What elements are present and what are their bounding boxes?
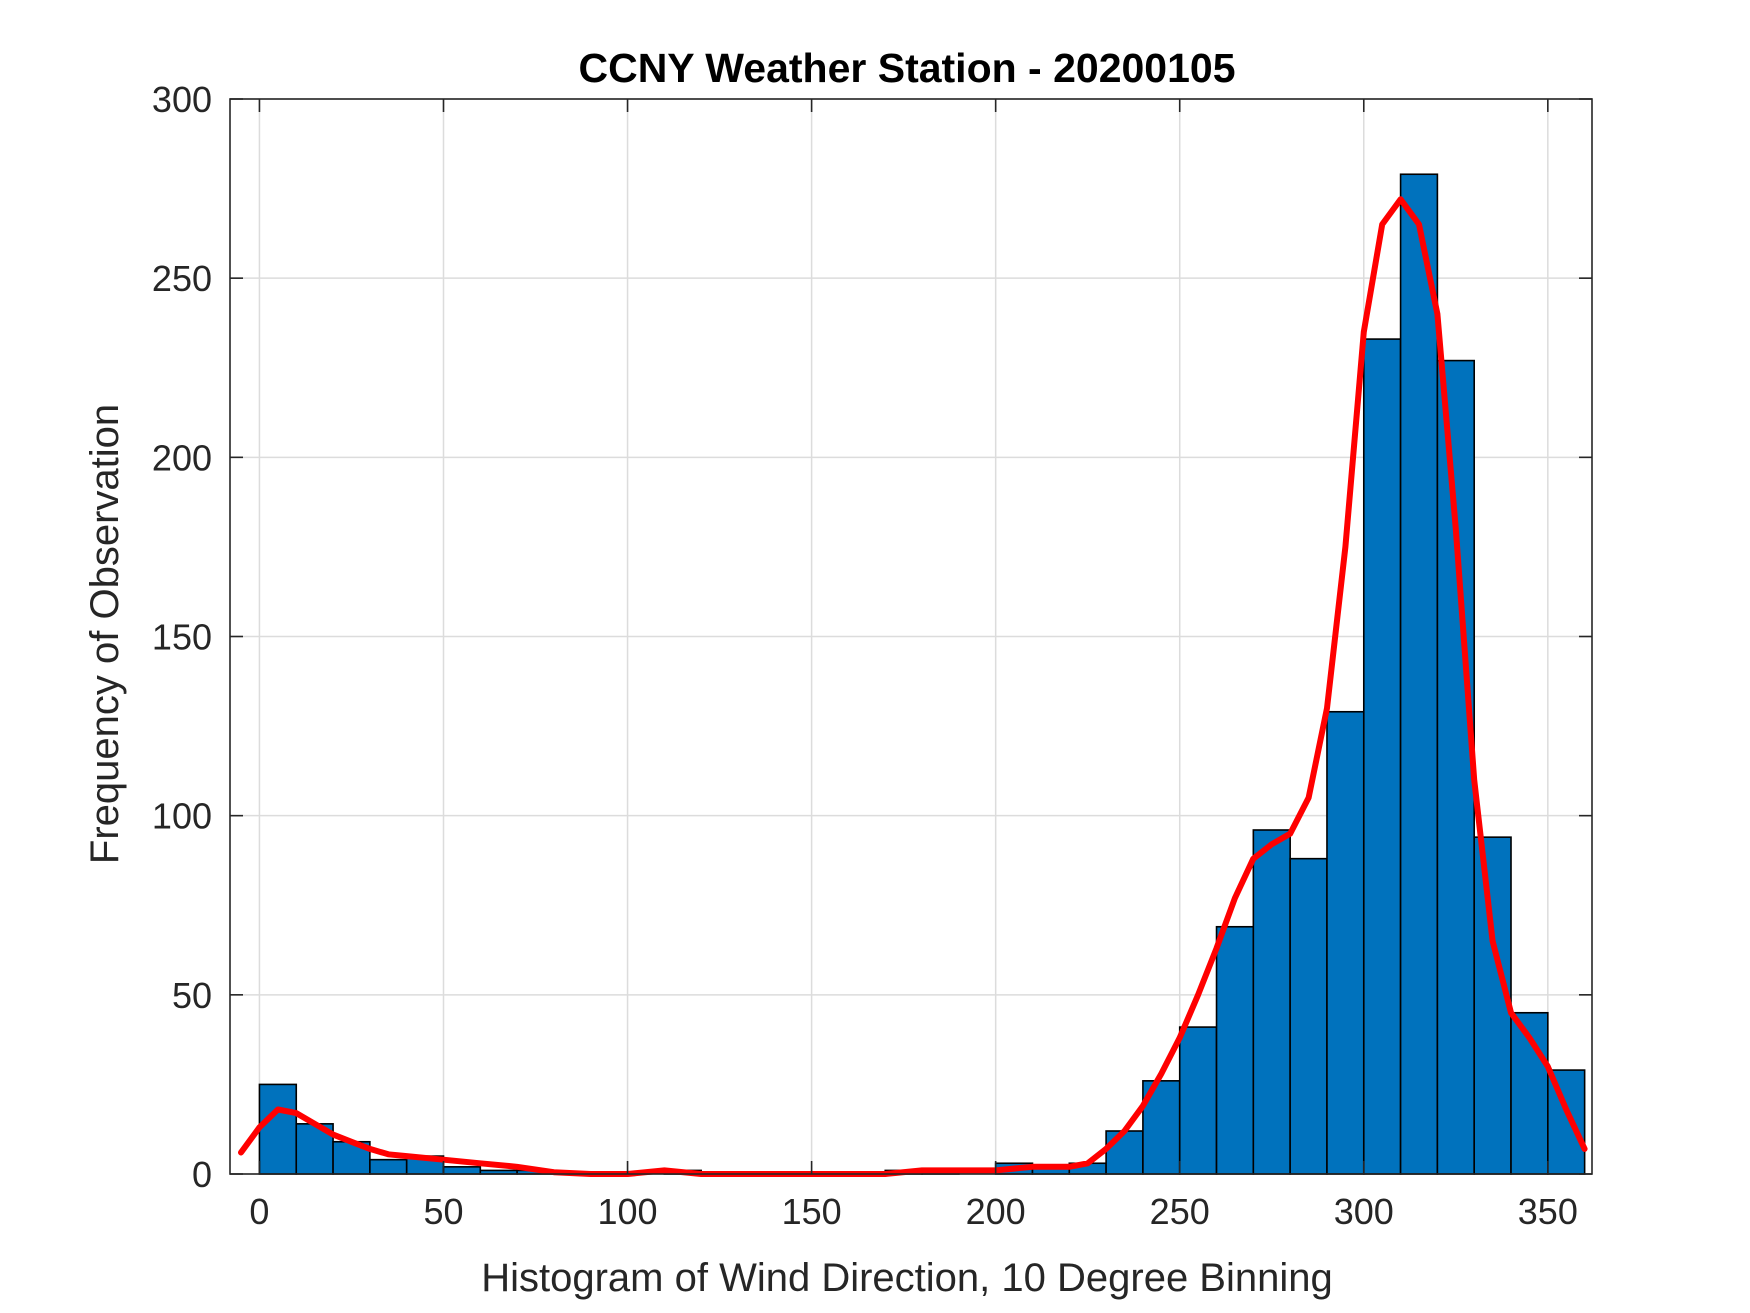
- histogram-bars: [258, 173, 1586, 1175]
- x-axis-label: Histogram of Wind Direction, 10 Degree B…: [481, 1256, 1333, 1300]
- x-tick-label: 100: [598, 1191, 658, 1232]
- x-tick-label: 150: [782, 1191, 842, 1232]
- histogram-bar: [1326, 710, 1365, 1175]
- y-tick-label: 100: [152, 796, 212, 837]
- histogram-bar: [1105, 1130, 1144, 1175]
- histogram-bar: [369, 1158, 408, 1175]
- histogram-bar: [258, 1083, 298, 1175]
- x-tick-label: 0: [249, 1191, 269, 1232]
- histogram-bar: [1252, 829, 1291, 1175]
- fit-lines: [238, 196, 1588, 1177]
- x-tick-label: 50: [423, 1191, 463, 1232]
- x-tick-label: 350: [1518, 1191, 1578, 1232]
- smoothed-fit-line: [238, 196, 1588, 1177]
- x-tick-label: 300: [1334, 1191, 1394, 1232]
- histogram-bar: [1362, 338, 1402, 1175]
- x-tick-label: 200: [966, 1191, 1026, 1232]
- axis-ticks: 0 50 100 150 200 250 300 350 0 50 100 150 200 250 300: [152, 79, 1592, 1232]
- histogram-bar: [442, 1166, 482, 1175]
- y-axis-label: Frequency of Observation: [83, 404, 127, 864]
- histogram-bar: [1436, 359, 1476, 1175]
- y-tick-label: 150: [152, 617, 212, 658]
- chart-title: CCNY Weather Station - 20200105: [578, 45, 1235, 91]
- histogram-bar: [1473, 836, 1512, 1175]
- x-tick-label: 250: [1150, 1191, 1210, 1232]
- y-tick-label: 300: [152, 79, 212, 120]
- histogram-bar: [1289, 857, 1328, 1175]
- histogram-bar: [1215, 925, 1255, 1175]
- y-tick-label: 250: [152, 258, 212, 299]
- y-tick-label: 200: [152, 437, 212, 478]
- y-tick-label: 0: [192, 1154, 212, 1195]
- histogram-bar: [1178, 1026, 1218, 1175]
- histogram-bar: [1399, 173, 1439, 1175]
- y-tick-label: 50: [172, 975, 212, 1016]
